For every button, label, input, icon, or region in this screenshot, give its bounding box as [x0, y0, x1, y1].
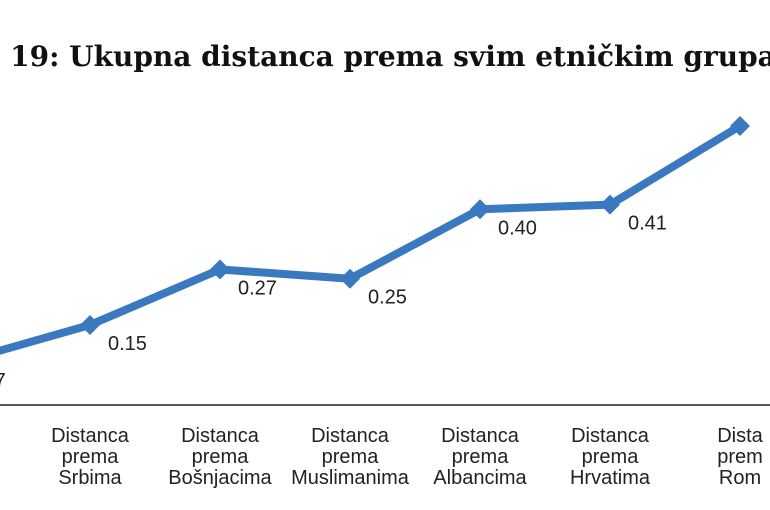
data-point-marker — [340, 268, 360, 289]
x-tick-label: Hrvatima — [570, 467, 651, 489]
data-label: 0.15 — [108, 333, 147, 355]
x-tick-label: Distanca — [441, 425, 520, 447]
data-point-marker — [470, 199, 490, 220]
x-tick-label: prema — [62, 446, 120, 468]
data-label: 0.41 — [628, 213, 667, 235]
x-tick-label: prem — [717, 446, 763, 468]
data-point-marker — [600, 194, 620, 215]
data-point-marker — [80, 314, 100, 335]
x-tick-label: prema — [322, 446, 380, 468]
x-tick-label: Dista — [717, 425, 763, 447]
x-tick-label: Distanca — [311, 425, 390, 447]
x-tick-label: Srbima — [58, 467, 122, 489]
x-tick-label: prema — [192, 446, 250, 468]
x-tick-label: Rom — [719, 467, 761, 489]
x-tick-label: prema — [452, 446, 510, 468]
data-label: 0.25 — [368, 287, 407, 309]
data-point-marker — [730, 116, 750, 136]
data-point-marker — [210, 259, 230, 280]
chart-title: n 19: Ukupna distanca prema svim etnički… — [0, 40, 770, 73]
x-tick-label: Distanca — [51, 425, 130, 447]
x-tick-label: Albancima — [433, 467, 527, 489]
series-line — [0, 122, 744, 355]
x-tick-label: Distanca — [181, 425, 260, 447]
data-label: .07 — [0, 370, 6, 392]
data-label: 0.27 — [238, 277, 277, 299]
x-tick-label: Distanca — [571, 425, 650, 447]
data-label: 0.40 — [498, 217, 537, 239]
x-tick-label: Bošnjacima — [168, 467, 272, 489]
x-tick-label: prema — [582, 446, 640, 468]
x-tick-label: Muslimanima — [291, 467, 410, 489]
